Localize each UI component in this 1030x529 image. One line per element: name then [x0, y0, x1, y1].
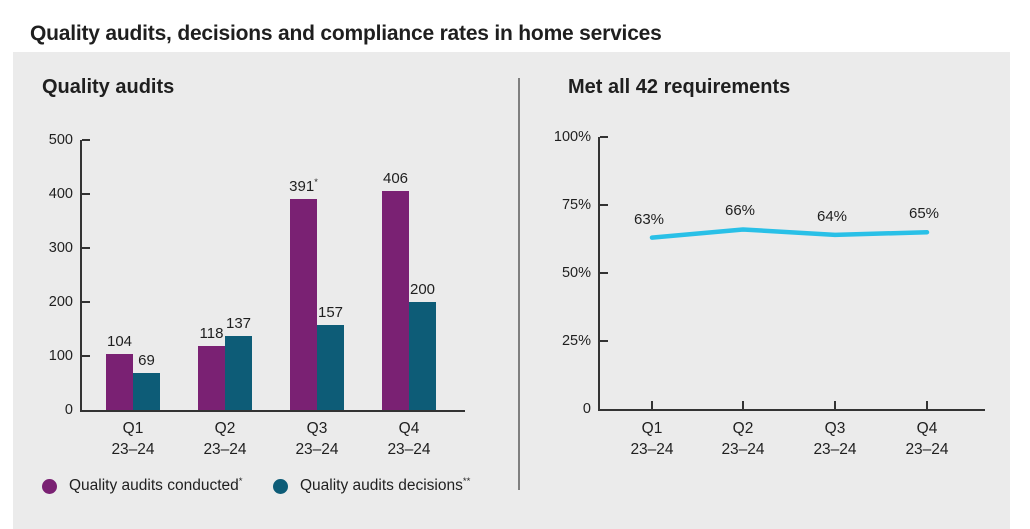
x-tick-label: Q2 23–24 [721, 420, 765, 458]
y-axis-tick [82, 139, 90, 141]
compliance-trend-line [649, 227, 930, 240]
legend-label-conducted: Quality audits conducted* [69, 475, 243, 494]
bar-value-label: 391* [289, 177, 318, 195]
x-tick-label: Q1 23–24 [111, 420, 155, 458]
bar-decisions-q2 [225, 336, 252, 410]
legend-swatch-conducted-icon [42, 478, 57, 494]
bar-decisions-q1 [133, 373, 160, 410]
bar-chart-plot: 0 100 200 300 400 500 Q1 23–24 Q2 23–24 Q3 23–24 Q4 2… [13, 52, 1010, 529]
legend-item-decisions: Quality audits decisions** [273, 476, 470, 496]
y-axis-tick [82, 193, 90, 195]
y-tick-label: 300 [48, 240, 73, 256]
bar-value-label: 118 [199, 325, 224, 342]
x-tick-label: Q3 23–24 [295, 420, 339, 458]
y-axis-tick [600, 136, 608, 138]
bar-value-label: 69 [138, 352, 155, 369]
y-tick-label: 200 [48, 294, 73, 310]
x-axis-tick [926, 401, 928, 409]
line-chart-plot: 0 25% 50% 75% 100% Q1 23–24 Q2 23–24 Q3 23–24 Q4 23–… [13, 52, 1010, 529]
y-axis-tick [600, 204, 608, 206]
bar-conducted-q4 [382, 191, 409, 410]
x-tick-label: Q2 23–24 [203, 420, 247, 458]
line-value-label: 63% [633, 210, 665, 228]
y-axis-tick [82, 247, 90, 249]
y-tick-label: 0 [582, 401, 591, 417]
y-axis-tick [600, 340, 608, 342]
y-tick-label: 100% [553, 129, 591, 145]
y-tick-label: 100 [48, 348, 73, 364]
x-axis-tick [834, 401, 836, 409]
x-axis [598, 409, 985, 411]
legend-swatch-decisions-icon [273, 478, 288, 494]
bar-value-label: 137 [225, 315, 252, 332]
line-value-label: 66% [724, 202, 756, 220]
y-axis-tick [600, 272, 608, 274]
y-axis-tick [82, 355, 90, 357]
bar-conducted-q1 [106, 354, 133, 410]
y-tick-label: 75% [561, 197, 591, 213]
bar-value-label: 406 [382, 170, 409, 187]
bar-value-label: 200 [409, 281, 436, 298]
bar-conducted-q2 [198, 346, 225, 410]
y-axis [80, 140, 82, 412]
bar-decisions-q4 [409, 302, 436, 410]
bar-value-label: 104 [106, 333, 133, 350]
panel-divider [518, 78, 520, 490]
legend-item-conducted: Quality audits conducted* [42, 476, 242, 496]
chart-panel: Quality audits Met all 42 requirements 0… [13, 52, 1010, 529]
page-title: Quality audits, decisions and compliance… [30, 22, 662, 46]
y-tick-label: 0 [64, 402, 73, 418]
y-tick-label: 25% [561, 333, 591, 349]
bar-chart-title: Quality audits [42, 76, 175, 98]
line-value-label: 64% [816, 207, 848, 225]
x-tick-label: Q3 23–24 [813, 420, 857, 458]
x-tick-label: Q1 23–24 [630, 420, 674, 458]
y-tick-label: 50% [561, 265, 591, 281]
y-tick-label: 500 [48, 132, 73, 148]
bar-decisions-q3 [317, 325, 344, 410]
line-chart-title: Met all 42 requirements [568, 76, 791, 98]
legend-label-decisions: Quality audits decisions** [300, 475, 471, 494]
x-axis [80, 410, 465, 412]
x-tick-label: Q4 23–24 [905, 420, 949, 458]
legend: Quality audits conducted* Quality audits… [13, 476, 518, 496]
x-axis-tick [651, 401, 653, 409]
x-tick-label: Q4 23–24 [387, 420, 431, 458]
y-axis [598, 137, 600, 411]
x-axis-tick [742, 401, 744, 409]
bar-value-label: 157 [317, 304, 344, 321]
y-tick-label: 400 [48, 186, 73, 202]
line-value-label: 65% [908, 205, 940, 223]
y-axis-tick [82, 301, 90, 303]
bar-conducted-q3 [290, 199, 317, 410]
